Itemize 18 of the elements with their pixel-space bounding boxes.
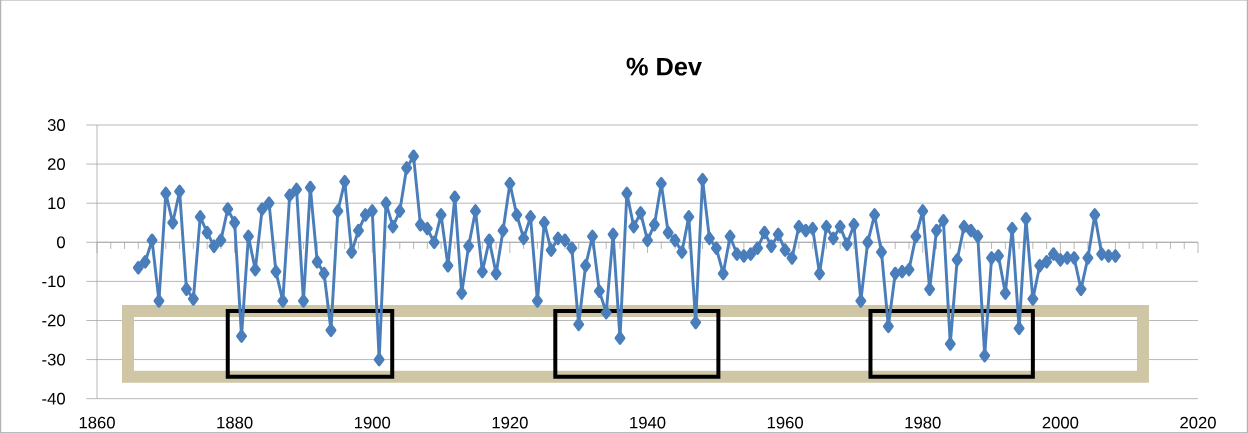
y-tick-label: 20: [47, 158, 65, 170]
y-tick-label: 30: [47, 118, 65, 131]
x-tick-label: 1940: [630, 416, 666, 429]
y-tick-label: -10: [42, 275, 65, 288]
x-tick-label: 1920: [492, 416, 528, 429]
y-tick-label: -40: [42, 392, 65, 405]
x-tick-label: 1980: [905, 416, 941, 429]
y-tick-label: -20: [42, 314, 65, 327]
x-tick-label: 2000: [1042, 416, 1079, 429]
x-tick-label: 2020: [1180, 416, 1216, 429]
y-tick-label: 10: [48, 197, 65, 209]
x-tick-label: 1900: [355, 416, 391, 429]
y-tick-label: -30: [42, 353, 65, 366]
x-tick-label: 1960: [767, 416, 804, 429]
x-tick-label: 1880: [217, 416, 253, 429]
chart-title: % Dev: [626, 57, 702, 76]
y-tick-label: 0: [57, 236, 65, 249]
x-tick-label: 1860: [79, 416, 115, 429]
